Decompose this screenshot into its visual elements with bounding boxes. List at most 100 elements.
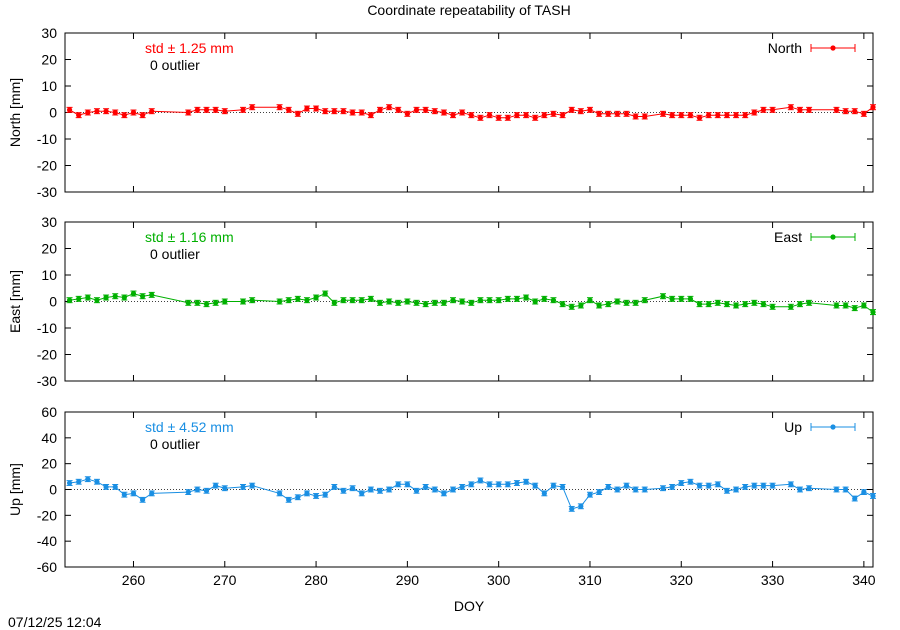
data-point: [550, 482, 557, 489]
data-point: [523, 478, 530, 485]
panel-north: 30 20 10 0 -10 -20 -30 North [mm] std ± 1.25 mm0…: [7, 25, 876, 200]
y-tick-label: 0: [49, 482, 57, 498]
point-marker: [112, 484, 118, 490]
point-marker: [870, 309, 876, 315]
y-tick-label: 20: [41, 241, 57, 257]
data-point: [550, 297, 557, 304]
point-marker: [404, 298, 410, 305]
data-point: [860, 489, 867, 496]
data-point: [614, 486, 621, 493]
x-tick-label: 310: [578, 572, 602, 588]
data-point: [376, 299, 383, 306]
point-marker: [861, 111, 867, 117]
data-point: [367, 295, 374, 302]
point-marker: [614, 486, 620, 493]
data-point: [322, 108, 329, 115]
panel-east: 30 20 10 0 -10 -20 -30 East [mm] std ± 1.16 mm0 …: [7, 214, 876, 389]
data-point: [112, 109, 119, 116]
data-point: [459, 109, 466, 116]
point-marker: [468, 481, 474, 487]
point-marker: [788, 304, 794, 310]
data-point: [486, 481, 493, 488]
outlier-annotation: 0 outlier: [150, 57, 200, 73]
point-marker: [852, 108, 858, 114]
point-marker: [395, 481, 401, 487]
point-marker: [587, 107, 593, 113]
point-marker: [769, 304, 776, 310]
data-point: [796, 301, 803, 308]
point-marker: [486, 297, 493, 303]
point-marker: [66, 297, 73, 303]
point-marker: [623, 111, 630, 117]
data-point: [84, 476, 91, 483]
data-point: [532, 298, 539, 305]
point-marker: [404, 111, 410, 117]
x-tick-label: 300: [487, 572, 511, 588]
point-marker: [94, 297, 100, 303]
point-marker: [715, 481, 721, 487]
data-point: [367, 112, 374, 119]
data-point: [240, 106, 247, 113]
data-point: [605, 483, 612, 490]
data-point: [742, 112, 749, 119]
point-marker: [185, 300, 191, 306]
legend-label: North: [768, 40, 802, 56]
y-tick-label: 10: [41, 267, 57, 283]
data-point: [340, 108, 347, 115]
point-marker: [441, 109, 447, 116]
data-point: [477, 477, 484, 484]
data-point: [93, 108, 100, 115]
point-marker: [806, 485, 812, 491]
point-marker: [760, 301, 767, 307]
data-point: [596, 110, 603, 117]
data-point: [121, 294, 128, 301]
point-marker: [605, 301, 611, 307]
point-marker: [687, 112, 694, 118]
point-marker: [833, 107, 840, 113]
point-marker: [633, 486, 639, 493]
point-marker: [249, 483, 255, 489]
data-point: [75, 478, 82, 485]
point-marker: [304, 490, 310, 496]
point-marker: [413, 488, 420, 494]
point-marker: [687, 296, 694, 302]
data-point: [614, 298, 621, 305]
point-marker: [304, 105, 310, 112]
y-tick-label: -40: [37, 533, 57, 549]
point-marker: [578, 503, 584, 509]
point-marker: [459, 109, 465, 116]
point-marker: [413, 107, 420, 113]
point-marker: [678, 296, 684, 302]
data-point: [422, 106, 429, 113]
data-point: [477, 297, 484, 304]
data-point: [787, 481, 794, 488]
data-point: [696, 114, 703, 121]
data-point: [240, 298, 247, 305]
point-marker: [377, 107, 383, 113]
data-point: [185, 489, 192, 496]
data-point: [577, 108, 584, 115]
data-point: [203, 301, 210, 308]
point-marker: [496, 481, 502, 487]
point-marker: [477, 115, 484, 121]
data-point: [349, 485, 356, 492]
data-point: [331, 108, 338, 115]
point-marker: [66, 107, 73, 113]
data-point: [450, 486, 457, 493]
x-tick-label: 270: [213, 572, 237, 588]
data-point: [541, 112, 548, 119]
point-marker: [559, 484, 566, 490]
point-marker: [578, 108, 584, 114]
point-marker: [149, 490, 155, 496]
point-marker: [642, 113, 648, 120]
point-marker: [76, 479, 82, 485]
y-tick-label: -20: [37, 158, 57, 174]
point-marker: [605, 484, 611, 490]
data-point: [395, 299, 402, 306]
data-point: [696, 482, 703, 489]
data-point: [623, 482, 630, 489]
point-marker: [486, 112, 493, 118]
point-marker: [733, 486, 739, 493]
data-point: [742, 483, 749, 490]
point-marker: [486, 481, 493, 487]
